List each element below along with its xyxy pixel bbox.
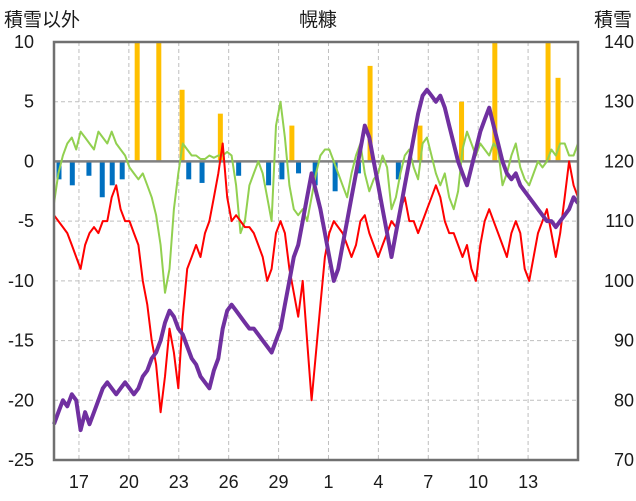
snowfall-bar [545, 42, 551, 162]
snowfall-bar [179, 89, 185, 162]
right-axis-label: 積雪 [594, 9, 632, 31]
chart-title: 幌糠 [299, 8, 337, 31]
precip-bar [86, 161, 92, 176]
plot-area [54, 42, 578, 460]
snowfall-bar [289, 125, 295, 162]
right-tick-label: 140 [604, 32, 634, 52]
x-tick-label: 10 [468, 472, 488, 492]
snowfall-bar [459, 101, 465, 162]
snowfall-bar [134, 42, 140, 162]
right-tick-label: 80 [614, 390, 634, 410]
series-lines [52, 87, 580, 433]
x-tick-label: 26 [219, 472, 239, 492]
precip-bar [99, 161, 105, 198]
snowfall-bar [555, 77, 561, 162]
left-axis-ticks: 10 5 0 -5 -10 -15 -20 -25 [8, 32, 34, 470]
x-tick-label: 29 [269, 472, 289, 492]
snowfall-bar [156, 42, 162, 162]
x-tick-label: 13 [518, 472, 538, 492]
precip-bar [109, 161, 115, 186]
precip-bar [332, 161, 338, 192]
precip-bar [279, 161, 285, 180]
precip-bar [266, 161, 272, 186]
precip-bar [119, 161, 125, 180]
x-tick-label: 7 [423, 472, 433, 492]
left-tick-label: -15 [8, 331, 34, 351]
right-tick-label: 100 [604, 271, 634, 291]
left-tick-label: -20 [8, 390, 34, 410]
snow-depth-line [52, 87, 580, 433]
left-tick-label: 5 [24, 92, 34, 112]
x-tick-label: 23 [169, 472, 189, 492]
right-tick-label: 90 [614, 331, 634, 351]
temperature-min-line [53, 142, 579, 414]
plot-frame [52, 40, 580, 462]
left-tick-label: 0 [24, 151, 34, 171]
x-tick-label: 20 [119, 472, 139, 492]
precip-bar [69, 161, 75, 186]
x-tick-label: 17 [69, 472, 89, 492]
snowfall-bar [217, 113, 223, 162]
right-axis-ticks: 140 130 120 110 100 90 80 70 [604, 32, 634, 470]
right-tick-label: 130 [604, 92, 634, 112]
precip-bar [199, 161, 205, 183]
snowfall-bar [417, 125, 423, 162]
left-tick-label: -10 [8, 271, 34, 291]
left-tick-label: 10 [14, 32, 34, 52]
left-tick-label: -5 [18, 211, 34, 231]
right-tick-label: 120 [604, 151, 634, 171]
precip-bar [395, 161, 401, 180]
right-tick-label: 110 [605, 211, 634, 231]
precip-bar [296, 161, 302, 174]
x-tick-label: 1 [323, 472, 333, 492]
x-axis-ticks: 17 20 23 26 29 1 4 7 10 13 [69, 472, 538, 492]
right-tick-label: 70 [614, 450, 634, 470]
left-tick-label: -25 [8, 450, 34, 470]
snowfall-bar [367, 65, 373, 162]
temperature-max-line [53, 100, 579, 294]
precip-bar [186, 161, 192, 180]
snowfall-bar [492, 42, 498, 162]
precip-bar [236, 161, 242, 176]
x-tick-label: 4 [373, 472, 383, 492]
left-axis-label: 積雪以外 [4, 9, 80, 31]
